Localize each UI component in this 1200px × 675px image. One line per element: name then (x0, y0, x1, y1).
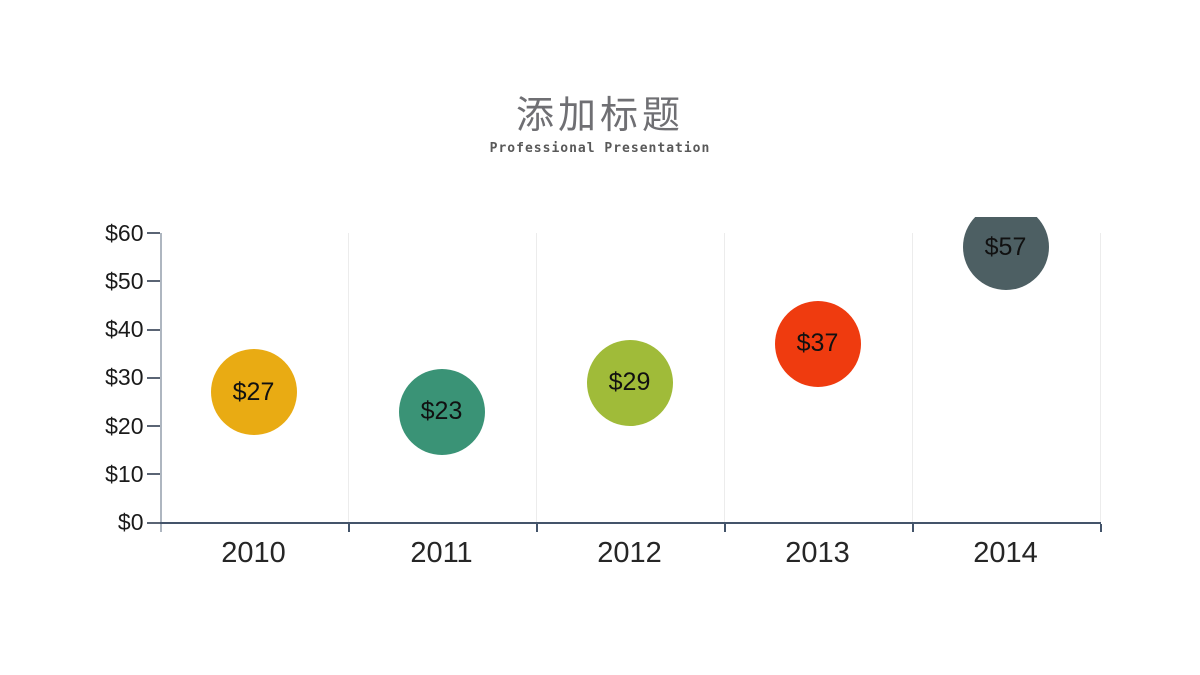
x-axis-line (159, 521, 1101, 524)
data-bubble-label: $27 (232, 377, 275, 406)
slide-subtitle[interactable]: Professional Presentation (489, 141, 711, 156)
y-axis-tick-label: $40 (105, 316, 144, 342)
y-axis-tick (146, 328, 160, 331)
y-axis-tick-label: $50 (105, 267, 144, 294)
data-bubble-label: $23 (420, 397, 463, 426)
slide-title[interactable]: 添加标题 (515, 95, 684, 137)
x-axis-category-label: 2013 (785, 536, 850, 569)
x-axis-category-label: 2011 (410, 536, 473, 569)
x-axis-category-label: 2010 (221, 536, 286, 569)
y-axis-tick-label: $20 (105, 412, 144, 439)
y-axis-tick (146, 473, 160, 476)
data-bubble-2011[interactable]: $23 (398, 368, 485, 455)
y-axis-tick (146, 232, 160, 234)
y-axis-line (159, 233, 162, 532)
y-axis-tick-label: $60 (105, 219, 144, 246)
category-gridline (911, 233, 913, 523)
category-gridline (347, 233, 349, 523)
data-bubble-2013[interactable]: $37 (774, 300, 861, 387)
y-axis-tick (146, 280, 160, 283)
x-axis-tick (1099, 523, 1102, 532)
data-bubble-label: $57 (984, 232, 1027, 261)
y-axis-tick (146, 425, 160, 427)
data-bubble-2014[interactable]: $57 (962, 217, 1049, 291)
x-axis-tick (347, 523, 350, 532)
x-axis-tick (911, 523, 914, 532)
data-bubble-label: $29 (608, 368, 651, 397)
category-gridline (535, 233, 537, 523)
x-axis-tick (535, 523, 538, 532)
category-gridline (1099, 233, 1101, 523)
data-bubble-label: $37 (796, 329, 839, 358)
y-axis-tick-label: $0 (117, 509, 144, 535)
slide-header: 添加标题 Professional Presentation (0, 94, 1200, 156)
bubble-chart[interactable]: $0 $10 $20 $30 $40 $50 $60 2010 2011 2012 2013 2014… (0, 217, 1200, 607)
x-axis-category-label: 2014 (973, 536, 1038, 569)
data-bubble-2010[interactable]: $27 (210, 349, 297, 436)
category-gridline (723, 233, 725, 523)
y-axis-tick-label: $10 (105, 460, 144, 487)
data-bubble-2012[interactable]: $29 (586, 339, 673, 426)
y-axis-tick (146, 376, 160, 379)
x-axis-tick (723, 523, 726, 532)
y-axis-tick (146, 521, 160, 524)
y-axis-tick-label: $30 (105, 364, 144, 391)
x-axis-category-label: 2012 (597, 536, 662, 569)
